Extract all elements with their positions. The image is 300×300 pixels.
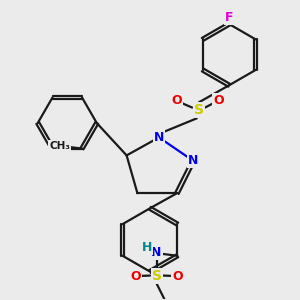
Text: O: O: [213, 94, 224, 107]
Text: CH₃: CH₃: [49, 141, 70, 151]
Text: S: S: [194, 103, 204, 117]
Text: S: S: [152, 269, 162, 283]
Text: N: N: [154, 131, 164, 144]
Text: H: H: [142, 241, 152, 254]
Text: O: O: [172, 270, 183, 283]
Text: N: N: [188, 154, 198, 167]
Text: O: O: [172, 94, 182, 107]
Text: N: N: [152, 246, 162, 259]
Text: F: F: [225, 11, 233, 24]
Text: O: O: [130, 270, 141, 283]
